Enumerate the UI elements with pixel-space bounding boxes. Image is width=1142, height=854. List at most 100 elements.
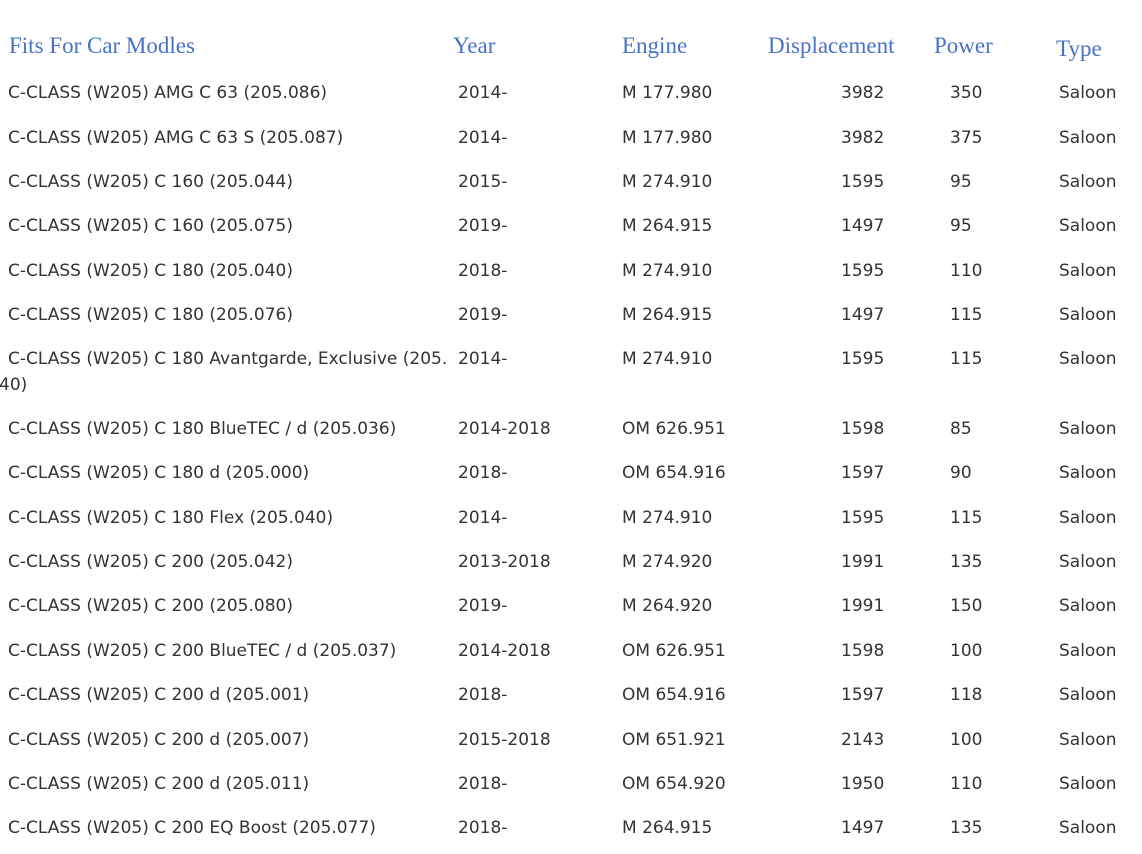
cell-type: Saloon [1059, 261, 1117, 281]
header-year: Year [453, 33, 496, 58]
cell-type: Saloon [1059, 730, 1117, 750]
cell-engine: M 264.915 [622, 818, 713, 838]
cell-year: 2018- [458, 818, 508, 838]
cell-type: Saloon [1059, 641, 1117, 661]
cell-power: 95 [950, 216, 972, 236]
cell-model: C-CLASS (W205) C 200 d (205.007) [8, 730, 310, 750]
header-engine: Engine [622, 33, 688, 58]
cell-type: Saloon [1059, 774, 1117, 794]
cell-power: 115 [950, 508, 983, 528]
cell-engine: OM 654.920 [622, 774, 726, 794]
cell-displacement: 1497 [841, 305, 885, 325]
cell-model: C-CLASS (W205) C 160 (205.044) [8, 172, 293, 192]
cell-power: 85 [950, 419, 972, 439]
cell-engine: OM 654.916 [622, 685, 726, 705]
cell-type: Saloon [1059, 552, 1117, 572]
cell-engine: M 264.915 [622, 305, 713, 325]
cell-year: 2018- [458, 463, 508, 483]
cell-type: Saloon [1059, 172, 1117, 192]
header-power: Power [934, 33, 993, 58]
cell-year: 2019- [458, 216, 508, 236]
cell-displacement: 1597 [841, 463, 885, 483]
cell-year: 2014-2018 [458, 419, 551, 439]
cell-power: 115 [950, 349, 983, 369]
cell-power: 150 [950, 596, 983, 616]
cell-displacement: 1597 [841, 685, 885, 705]
cell-power: 350 [950, 83, 983, 103]
cell-model: C-CLASS (W205) C 200 (205.042) [8, 552, 293, 572]
cell-type: Saloon [1059, 596, 1117, 616]
cell-year: 2014- [458, 83, 508, 103]
cell-type: Saloon [1059, 508, 1117, 528]
cell-year: 2014-2018 [458, 641, 551, 661]
header-model: Fits For Car Modles [9, 33, 195, 58]
cell-displacement: 1598 [841, 641, 885, 661]
cell-power: 115 [950, 305, 983, 325]
cell-power: 95 [950, 172, 972, 192]
cell-model: C-CLASS (W205) C 180 BlueTEC / d (205.03… [8, 419, 397, 439]
cell-model: C-CLASS (W205) C 200 (205.080) [8, 596, 293, 616]
cell-displacement: 1595 [841, 508, 885, 528]
cell-engine: M 264.915 [622, 216, 713, 236]
cell-year: 2014- [458, 128, 508, 148]
cell-model: C-CLASS (W205) C 160 (205.075) [8, 216, 293, 236]
cell-engine: M 274.910 [622, 172, 713, 192]
cell-engine: OM 626.951 [622, 641, 726, 661]
cell-engine: M 177.980 [622, 83, 713, 103]
cell-model: C-CLASS (W205) C 200 d (205.001) [8, 685, 310, 705]
cell-model: C-CLASS (W205) C 180 d (205.000) [8, 463, 310, 483]
cell-type: Saloon [1059, 463, 1117, 483]
cell-model: C-CLASS (W205) C 200 BlueTEC / d (205.03… [8, 641, 397, 661]
cell-year: 2018- [458, 261, 508, 281]
cell-year: 2013-2018 [458, 552, 551, 572]
cell-model: C-CLASS (W205) C 200 d (205.011) [8, 774, 310, 794]
cell-year: 2019- [458, 305, 508, 325]
cell-year: 2015- [458, 172, 508, 192]
cell-model-continued: 40) [0, 375, 28, 395]
cell-displacement: 1497 [841, 818, 885, 838]
cell-type: Saloon [1059, 419, 1117, 439]
cell-power: 90 [950, 463, 972, 483]
cell-displacement: 1595 [841, 261, 885, 281]
cell-year: 2019- [458, 596, 508, 616]
cell-model: C-CLASS (W205) AMG C 63 S (205.087) [8, 128, 344, 148]
cell-power: 135 [950, 552, 983, 572]
cell-type: Saloon [1059, 305, 1117, 325]
cell-year: 2018- [458, 685, 508, 705]
cell-engine: OM 626.951 [622, 419, 726, 439]
cell-type: Saloon [1059, 128, 1117, 148]
cell-displacement: 1598 [841, 419, 885, 439]
cell-displacement: 1991 [841, 552, 885, 572]
cell-engine: OM 651.921 [622, 730, 726, 750]
cell-model: C-CLASS (W205) AMG C 63 (205.086) [8, 83, 328, 103]
cell-power: 135 [950, 818, 983, 838]
cell-displacement: 3982 [841, 83, 885, 103]
cell-type: Saloon [1059, 685, 1117, 705]
cell-displacement: 1950 [841, 774, 885, 794]
cell-power: 100 [950, 641, 983, 661]
cell-model: C-CLASS (W205) C 200 EQ Boost (205.077) [8, 818, 376, 838]
cell-power: 118 [950, 685, 983, 705]
cell-type: Saloon [1059, 216, 1117, 236]
cell-displacement: 1991 [841, 596, 885, 616]
cell-model: C-CLASS (W205) C 180 (205.040) [8, 261, 293, 281]
cell-model: C-CLASS (W205) C 180 Flex (205.040) [8, 508, 334, 528]
cell-displacement: 1595 [841, 349, 885, 369]
cell-engine: M 274.920 [622, 552, 713, 572]
cell-model: C-CLASS (W205) C 180 Avantgarde, Exclusi… [8, 349, 448, 369]
cell-type: Saloon [1059, 818, 1117, 838]
cell-year: 2015-2018 [458, 730, 551, 750]
cell-displacement: 1497 [841, 216, 885, 236]
cell-type: Saloon [1059, 349, 1117, 369]
cell-power: 100 [950, 730, 983, 750]
cell-power: 375 [950, 128, 983, 148]
cell-engine: M 264.920 [622, 596, 713, 616]
cell-power: 110 [950, 774, 983, 794]
header-displacement: Displacement [768, 33, 895, 58]
cell-engine: M 177.980 [622, 128, 713, 148]
cell-engine: OM 654.916 [622, 463, 726, 483]
cell-displacement: 1595 [841, 172, 885, 192]
cell-year: 2014- [458, 508, 508, 528]
cell-engine: M 274.910 [622, 508, 713, 528]
cell-year: 2014- [458, 349, 508, 369]
